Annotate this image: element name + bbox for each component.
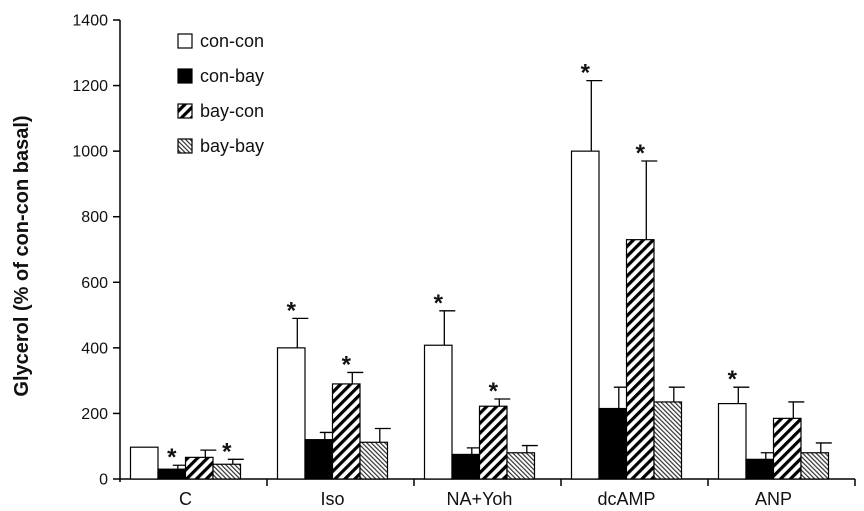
legend-swatch-bay-con	[177, 103, 193, 119]
x-category-label: ANP	[755, 489, 792, 509]
bar-bay-con-NA+Yoh	[478, 405, 508, 480]
bar-con-bay-dcAMP	[598, 407, 628, 480]
x-category-label: NA+Yoh	[447, 489, 513, 509]
legend: con-con con-bay bay-con bay-bay	[177, 31, 264, 156]
legend-label-bay-con: bay-con	[200, 101, 264, 121]
y-tick-label: 200	[81, 406, 108, 423]
x-category-label: C	[179, 489, 192, 509]
legend-swatch-bay-bay	[177, 138, 193, 154]
bar-bay-bay-Iso	[359, 441, 389, 480]
y-tick-label: 0	[99, 472, 108, 489]
bar-bay-con-Iso	[331, 383, 361, 480]
bar-con-con-NA+Yoh	[423, 344, 453, 480]
bar-bay-con-dcAMP	[625, 239, 655, 480]
significance-star: *	[287, 297, 297, 324]
y-tick-label: 400	[81, 340, 108, 357]
y-tick-label: 800	[81, 209, 108, 226]
bar-con-bay-Iso	[304, 439, 334, 480]
bar-con-con-C	[129, 446, 159, 480]
x-category-label: Iso	[320, 489, 344, 509]
legend-label-con-bay: con-bay	[200, 66, 264, 86]
significance-star: *	[581, 60, 591, 87]
bars: * * * * * * * * *	[129, 60, 832, 480]
y-tick-label: 1400	[72, 13, 108, 30]
y-axis-title: Glycerol (% of con-con basal)	[11, 115, 33, 396]
bar-bay-bay-NA+Yoh	[506, 452, 536, 480]
bar-con-con-ANP	[717, 402, 747, 480]
significance-star: *	[434, 290, 444, 317]
legend-label-con-con: con-con	[200, 31, 264, 51]
bar-bay-con-ANP	[772, 417, 802, 480]
significance-star: *	[489, 378, 499, 405]
significance-star: *	[222, 438, 232, 465]
bar-bay-bay-ANP	[800, 452, 830, 480]
axes: 0 200 400 600 800 1000 1200 1400 C Iso NA+Yoh dcAMP…	[72, 13, 856, 509]
legend-swatch-con-bay	[177, 68, 193, 84]
bar-con-bay-NA+Yoh	[451, 453, 481, 480]
significance-star: *	[728, 366, 738, 393]
significance-star: *	[342, 351, 352, 378]
y-tick-label: 1000	[72, 144, 108, 161]
significance-star: *	[167, 444, 177, 471]
bar-bay-bay-C	[212, 463, 242, 480]
y-tick-label: 600	[81, 275, 108, 292]
legend-label-bay-bay: bay-bay	[200, 136, 264, 156]
bar-con-con-Iso	[276, 347, 306, 480]
bar-con-bay-ANP	[745, 458, 775, 480]
bar-bay-bay-dcAMP	[653, 401, 683, 480]
bar-bay-con-C	[184, 456, 214, 480]
y-tick-label: 1200	[72, 78, 108, 95]
significance-star: *	[636, 140, 646, 167]
legend-swatch-con-con	[177, 33, 193, 49]
bar-con-con-dcAMP	[570, 150, 600, 480]
x-category-label: dcAMP	[597, 489, 655, 509]
